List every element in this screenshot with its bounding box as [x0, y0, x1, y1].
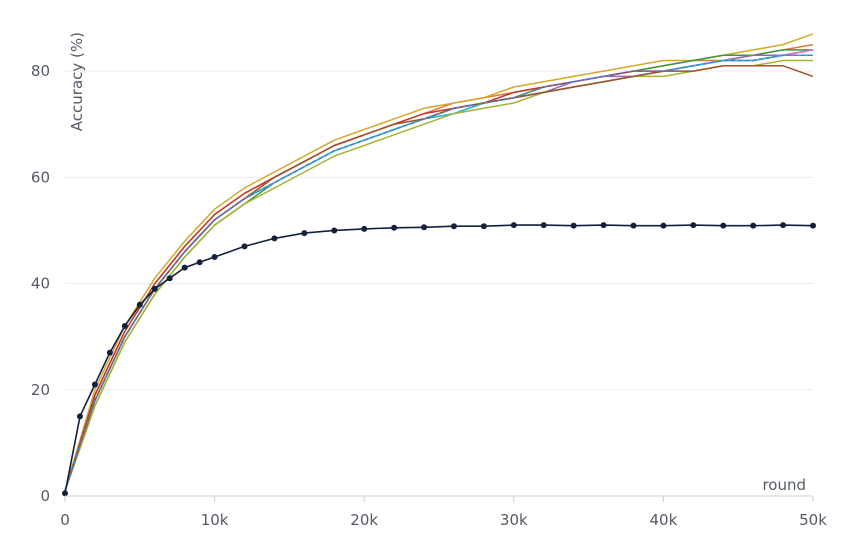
data-point — [181, 264, 188, 271]
x-axis-label: round — [762, 476, 806, 494]
data-point — [570, 222, 577, 229]
data-point — [810, 222, 816, 229]
data-point — [91, 381, 98, 388]
data-point — [480, 223, 487, 230]
data-point — [136, 301, 143, 308]
y-tick-label: 0 — [40, 487, 50, 505]
x-tick-label: 40k — [650, 511, 678, 529]
data-point — [121, 323, 128, 330]
data-point — [391, 224, 398, 231]
y-axis-label: Accuracy (%) — [68, 32, 86, 131]
x-tick-label: 50k — [799, 511, 827, 529]
y-tick-label: 40 — [31, 275, 50, 293]
series-line-9 — [64, 54, 813, 491]
y-tick-label: 20 — [31, 381, 50, 399]
data-point — [750, 222, 757, 229]
data-point — [62, 490, 68, 497]
data-point — [166, 275, 173, 282]
x-tick-label: 0 — [60, 511, 70, 529]
axes: 0 20 40 60 80 0 10k 20k 30k 40k 50k — [31, 62, 827, 529]
data-point — [301, 230, 308, 237]
data-point — [106, 349, 113, 356]
y-tick-label: 60 — [31, 168, 50, 186]
series-line-8 — [64, 65, 814, 491]
data-point — [690, 222, 697, 229]
y-tick-label: 80 — [31, 62, 50, 80]
data-point — [196, 259, 203, 266]
data-point — [361, 225, 368, 232]
data-point — [510, 222, 517, 229]
series-line-7 — [64, 59, 813, 491]
x-tick-label: 20k — [350, 511, 378, 529]
data-point — [421, 224, 428, 231]
series-lines — [62, 33, 816, 497]
data-point — [660, 222, 667, 229]
series-line-1 — [64, 33, 814, 491]
data-point — [450, 223, 457, 230]
data-point — [241, 243, 248, 250]
data-point — [331, 227, 338, 234]
data-point — [271, 235, 278, 242]
data-point — [600, 222, 607, 229]
data-point — [630, 222, 637, 229]
data-point — [540, 222, 547, 229]
data-point — [211, 254, 218, 260]
data-point — [780, 222, 787, 229]
data-point — [720, 222, 727, 229]
x-tick-label: 10k — [201, 511, 229, 529]
x-tick-label: 30k — [500, 511, 528, 529]
data-point — [151, 285, 158, 292]
data-point — [76, 413, 83, 420]
